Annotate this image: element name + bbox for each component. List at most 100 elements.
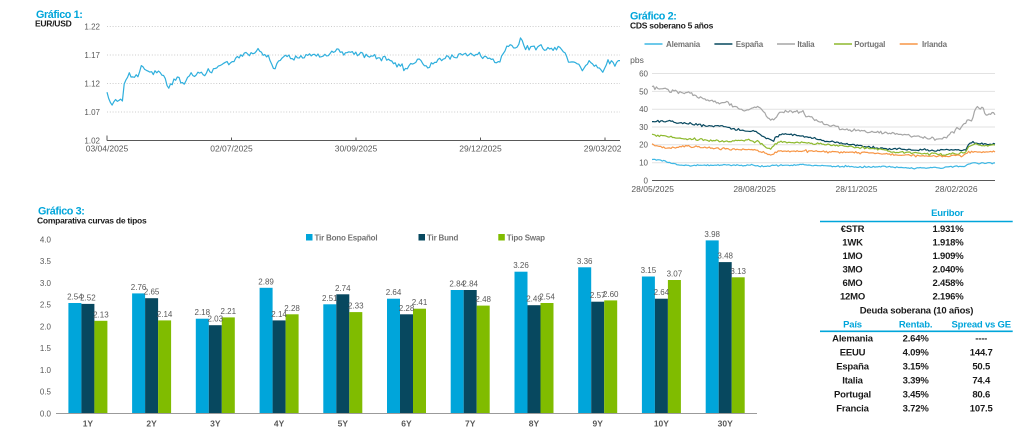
svg-text:2.57: 2.57 [590,291,606,300]
svg-text:EEUU: EEUU [840,347,866,358]
svg-text:3.15: 3.15 [641,266,657,275]
svg-text:1.931%: 1.931% [932,224,964,235]
svg-text:Tir Bund: Tir Bund [427,234,458,243]
svg-text:50: 50 [639,87,648,96]
svg-text:CDS soberano 5 años: CDS soberano 5 años [630,20,714,30]
svg-text:----: ---- [975,333,987,344]
svg-text:1.17: 1.17 [84,51,100,60]
svg-text:1.5: 1.5 [40,344,52,353]
svg-text:España: España [736,40,764,49]
svg-text:3Y: 3Y [210,419,221,429]
svg-text:2.14: 2.14 [157,310,173,319]
svg-text:10: 10 [639,159,648,168]
svg-text:3.45%: 3.45% [903,389,930,400]
svg-text:8Y: 8Y [529,419,540,429]
svg-text:Gráfico 1:: Gráfico 1: [36,9,82,21]
svg-text:5Y: 5Y [338,419,349,429]
svg-text:2.49: 2.49 [526,295,542,304]
svg-text:28/08/2025: 28/08/2025 [733,184,776,194]
svg-text:Rentab.: Rentab. [899,319,932,330]
svg-text:9Y: 9Y [592,419,603,429]
svg-text:3.26: 3.26 [513,261,529,270]
svg-text:30Y: 30Y [718,419,733,429]
svg-text:2.51: 2.51 [322,294,338,303]
svg-text:2.21: 2.21 [221,307,237,316]
svg-text:Italia: Italia [797,40,815,49]
svg-text:1.909%: 1.909% [932,251,964,262]
svg-text:12MO: 12MO [840,292,865,303]
svg-text:10Y: 10Y [654,419,669,429]
svg-text:03/04/2025: 03/04/2025 [86,144,129,154]
svg-text:1.918%: 1.918% [932,237,964,248]
svg-text:Portugal: Portugal [854,40,885,49]
svg-text:1.0: 1.0 [40,366,52,375]
svg-text:0.5: 0.5 [40,388,52,397]
svg-text:3.72%: 3.72% [903,403,930,414]
svg-text:2.5: 2.5 [40,301,52,310]
svg-text:74.4: 74.4 [972,375,991,386]
svg-text:3MO: 3MO [843,265,863,276]
svg-text:28/11/2025: 28/11/2025 [836,184,878,194]
svg-text:2.33: 2.33 [348,302,364,311]
svg-text:1.12: 1.12 [84,79,100,88]
svg-text:2.54: 2.54 [67,293,83,302]
svg-text:3.13: 3.13 [730,267,746,276]
svg-text:2.458%: 2.458% [932,278,964,289]
svg-text:1.02: 1.02 [84,136,100,145]
svg-text:€STR: €STR [841,224,865,235]
svg-text:2.74: 2.74 [335,284,351,293]
svg-text:3.0: 3.0 [40,279,52,288]
svg-text:2.65: 2.65 [144,288,160,297]
svg-text:2.03: 2.03 [208,315,224,324]
svg-text:Tipo Swap: Tipo Swap [507,234,545,243]
svg-text:Gráfico 2:: Gráfico 2: [630,10,676,22]
svg-text:Tir Bono Español: Tir Bono Español [315,234,378,243]
svg-text:2.60: 2.60 [603,290,619,299]
svg-text:2.64: 2.64 [386,288,402,297]
svg-text:3.98: 3.98 [704,230,720,239]
svg-text:2.64%: 2.64% [903,333,930,344]
svg-text:2.52: 2.52 [80,293,96,302]
svg-text:2.28: 2.28 [284,304,300,313]
svg-text:80.6: 80.6 [972,389,990,400]
svg-text:4.0: 4.0 [40,235,52,244]
svg-text:1Y: 1Y [83,419,94,429]
svg-text:Comparativa curvas de tipos: Comparativa curvas de tipos [37,215,147,225]
svg-text:7Y: 7Y [465,419,476,429]
svg-text:29/12/2025: 29/12/2025 [459,144,502,154]
svg-text:0.0: 0.0 [40,409,52,418]
svg-text:Euribor: Euribor [931,208,964,219]
svg-text:60: 60 [639,69,648,78]
svg-text:2.48: 2.48 [475,295,491,304]
svg-text:3.36: 3.36 [577,257,593,266]
svg-text:28/02/2026: 28/02/2026 [935,184,978,194]
svg-text:6Y: 6Y [401,419,412,429]
svg-text:Gráfico 3:: Gráfico 3: [38,205,84,217]
svg-text:Francia: Francia [836,403,869,414]
svg-text:3.48: 3.48 [717,252,733,261]
svg-text:2.54: 2.54 [539,293,555,302]
svg-text:2.64: 2.64 [654,288,670,297]
svg-text:Spread vs GE: Spread vs GE [952,319,1011,330]
svg-text:2.89: 2.89 [258,277,274,286]
svg-text:1.07: 1.07 [84,108,100,117]
svg-text:País: País [843,319,862,330]
svg-text:107.5: 107.5 [970,403,994,414]
svg-text:2.040%: 2.040% [932,265,964,276]
svg-text:1.22: 1.22 [84,22,100,31]
svg-text:30/09/2025: 30/09/2025 [335,144,378,154]
svg-text:3.15%: 3.15% [903,361,930,372]
svg-text:2.18: 2.18 [195,308,211,317]
svg-text:Deuda soberana (10 años): Deuda soberana (10 años) [860,306,973,317]
svg-text:2.84: 2.84 [462,280,478,289]
svg-text:4.09%: 4.09% [903,347,930,358]
svg-text:pbs: pbs [630,55,644,65]
svg-text:02/07/2025: 02/07/2025 [210,144,253,154]
svg-text:2.0: 2.0 [40,322,52,331]
svg-text:6MO: 6MO [843,278,863,289]
svg-text:2.28: 2.28 [399,304,415,313]
svg-text:0: 0 [644,176,649,185]
svg-text:2.13: 2.13 [93,310,109,319]
svg-text:España: España [836,361,870,372]
svg-text:2.196%: 2.196% [932,292,964,303]
